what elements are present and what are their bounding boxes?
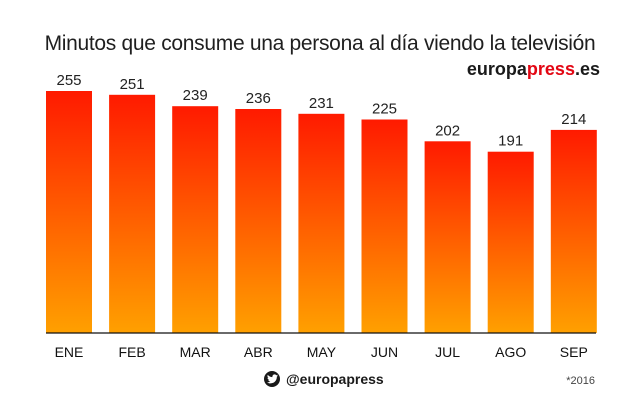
bar-feb [109, 94, 156, 333]
tick-label-mar: MAR [180, 344, 211, 360]
chart-title: Minutos que consume una persona al día v… [44, 32, 596, 55]
bar-ago [487, 151, 534, 333]
value-label-sep: 214 [561, 111, 586, 128]
bar-may [298, 113, 345, 333]
brand-main: europa [466, 59, 527, 79]
value-label-ago: 191 [498, 133, 523, 150]
value-label-feb: 251 [120, 76, 145, 93]
bar-ene [46, 91, 92, 333]
tick-label-abr: ABR [244, 344, 273, 360]
social-handle-text: @europapress [286, 371, 384, 387]
value-labels-group: 255 251 239 236 231 225 202 191 214 [56, 72, 586, 150]
value-label-jul: 202 [435, 122, 460, 139]
value-label-mar: 239 [183, 87, 208, 104]
bar-jul [424, 141, 471, 333]
bar-jun [361, 119, 408, 333]
brand-suffix: .es [574, 59, 600, 79]
bars-group [46, 91, 597, 333]
value-label-abr: 236 [246, 90, 271, 107]
brand-logo: europapress.es [467, 59, 600, 80]
value-label-may: 231 [309, 95, 334, 112]
tick-label-ene: ENE [55, 344, 84, 360]
bar-sep [550, 129, 597, 333]
tick-label-jul: JUL [435, 344, 460, 360]
tick-label-may: MAY [307, 344, 337, 360]
twitter-icon [264, 371, 280, 387]
value-label-ene: 255 [56, 72, 81, 89]
tick-label-sep: SEP [560, 344, 588, 360]
social-handle[interactable]: @europapress [264, 371, 384, 387]
footnote: *2016 [566, 375, 595, 387]
bar-mar [172, 106, 219, 333]
x-tick-labels-group: ENE FEB MAR ABR MAY JUN JUL AGO SEP [55, 344, 588, 360]
tick-label-jun: JUN [371, 344, 398, 360]
bar-abr [235, 109, 282, 333]
tick-label-ago: AGO [495, 344, 526, 360]
brand-accent: press [526, 59, 575, 79]
value-label-jun: 225 [372, 101, 397, 118]
tick-label-feb: FEB [118, 344, 145, 360]
